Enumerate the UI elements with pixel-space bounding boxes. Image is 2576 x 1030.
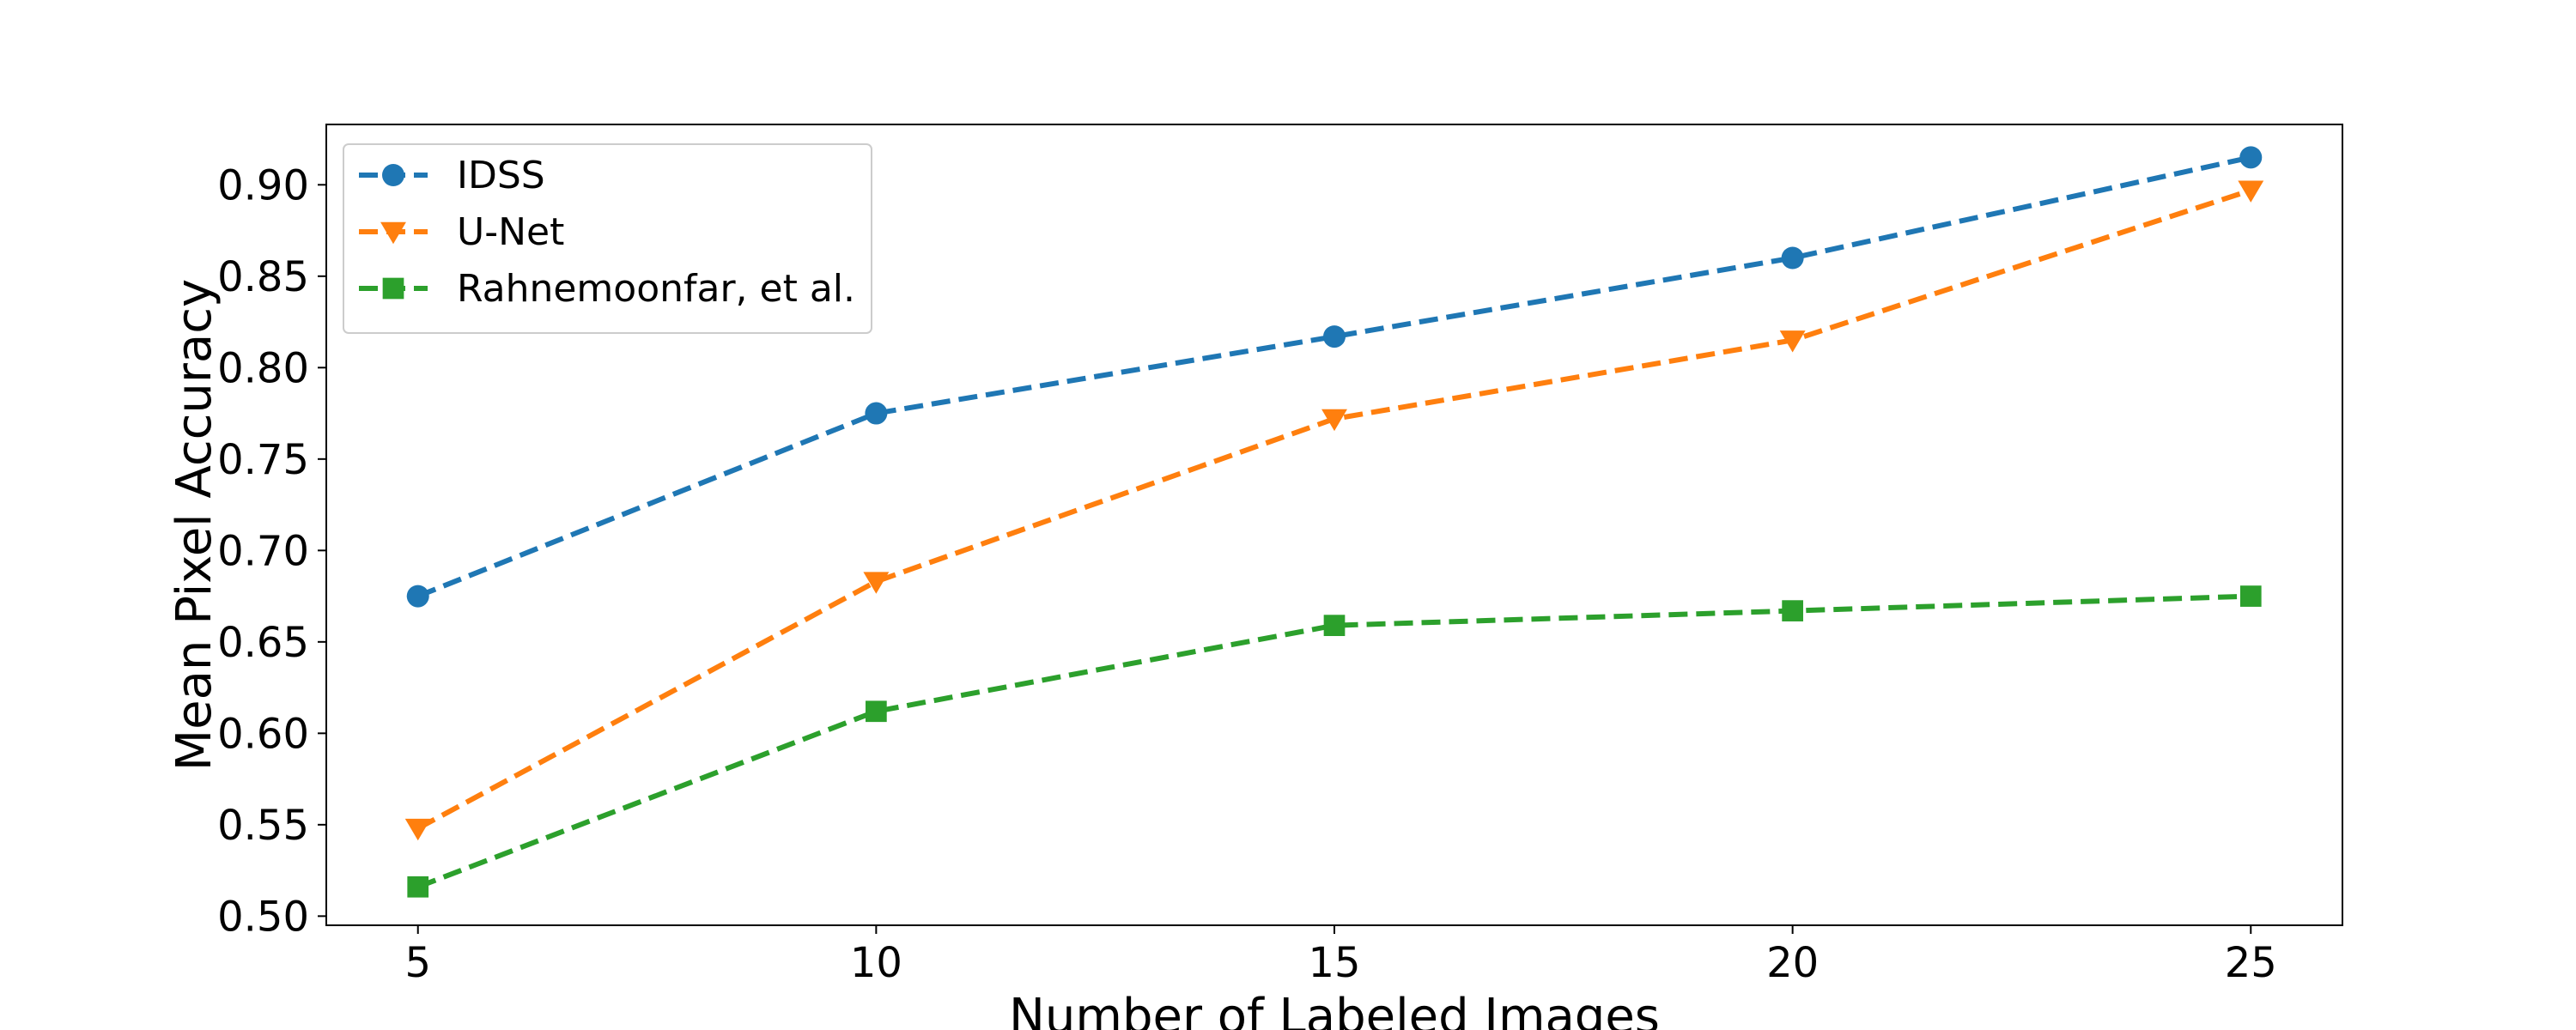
legend-marker bbox=[380, 221, 406, 245]
y-tick-label: 0.65 bbox=[217, 619, 309, 667]
data-point bbox=[406, 585, 429, 608]
x-tick-label: 10 bbox=[850, 939, 902, 987]
y-tick-label: 0.90 bbox=[217, 161, 309, 209]
legend-label: U-Net bbox=[457, 210, 564, 254]
y-tick-label: 0.60 bbox=[217, 710, 309, 758]
legend-entry: U-Net bbox=[359, 210, 564, 254]
ticks-layer: 5 10 15 20 25 0.50 0.55 0.60 0.65 0.70 0.75 0.80 0.8… bbox=[217, 161, 2277, 987]
legend-entry: Rahnemoonfar, et al. bbox=[359, 267, 855, 311]
data-point bbox=[2239, 146, 2263, 169]
data-point bbox=[1323, 615, 1346, 637]
legend-box bbox=[343, 143, 872, 334]
data-point bbox=[1323, 325, 1346, 348]
x-axis-label: Number of Labeled Images bbox=[1009, 989, 1660, 1030]
legend-label: Rahnemoonfar, et al. bbox=[457, 267, 855, 311]
data-point bbox=[1779, 330, 1806, 353]
data-point bbox=[863, 572, 890, 594]
legend-marker bbox=[382, 164, 404, 186]
y-tick-label: 0.70 bbox=[217, 527, 309, 575]
y-tick-label: 0.75 bbox=[217, 436, 309, 484]
series-layer bbox=[404, 146, 2264, 898]
legend: IDSS U-Net Rahnemoonfar, et al. bbox=[343, 143, 872, 334]
y-axis-label: Mean Pixel Accuracy bbox=[167, 279, 222, 771]
data-point bbox=[1781, 246, 1804, 270]
series-1 bbox=[404, 180, 2264, 841]
series-2 bbox=[407, 585, 2262, 898]
data-point bbox=[1321, 409, 1347, 432]
data-point bbox=[865, 402, 888, 425]
data-point bbox=[407, 876, 429, 898]
y-tick-label: 0.80 bbox=[217, 344, 309, 392]
data-point bbox=[1782, 600, 1803, 621]
data-point bbox=[2239, 585, 2262, 607]
y-tick-label: 0.55 bbox=[217, 802, 309, 850]
x-tick-label: 20 bbox=[1766, 939, 1819, 987]
data-point bbox=[404, 818, 431, 841]
series-0 bbox=[406, 146, 2263, 608]
legend-label: IDSS bbox=[457, 154, 545, 197]
x-tick-label: 25 bbox=[2225, 939, 2277, 987]
legend-entry: IDSS bbox=[359, 154, 545, 197]
data-point bbox=[2238, 180, 2264, 203]
y-tick-label: 0.85 bbox=[217, 253, 309, 301]
x-tick-label: 5 bbox=[404, 939, 431, 987]
series-line bbox=[416, 593, 2251, 890]
legend-marker bbox=[382, 277, 404, 300]
series-line bbox=[416, 154, 2251, 599]
x-tick-label: 15 bbox=[1308, 939, 1360, 987]
y-tick-label: 0.50 bbox=[217, 893, 309, 941]
data-point bbox=[866, 700, 887, 723]
